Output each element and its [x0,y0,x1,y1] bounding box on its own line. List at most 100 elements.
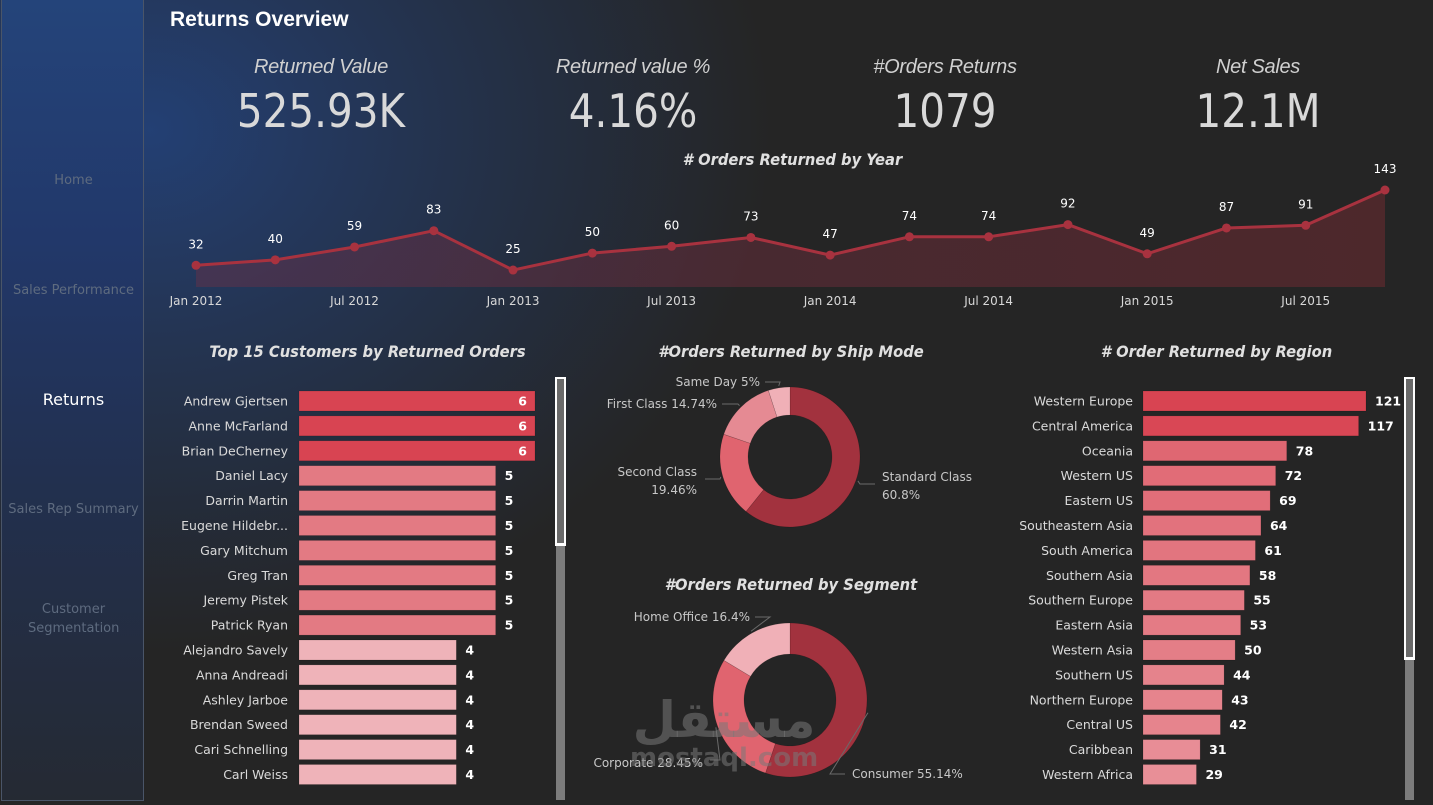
donut-slice-same-day[interactable] [767,386,791,418]
customers-value-label: 5 [505,593,514,608]
customers-bar[interactable] [298,490,496,511]
region-value-label: 121 [1375,394,1401,409]
sidebar-item-sales-rep-summary[interactable]: Sales Rep Summary [8,502,139,517]
region-bar[interactable] [1142,739,1201,760]
customers-category-label: Anna Andreadi [196,667,288,682]
donut-slice-consumer[interactable] [765,622,868,778]
sidebar-nav: Home Sales Performance Returns Sales Rep… [1,0,144,801]
region-bar[interactable] [1142,639,1236,661]
region-bar[interactable] [1142,465,1276,486]
customers-category-label: Darrin Martin [205,493,288,508]
customers-bar[interactable] [298,390,536,412]
customers-chart-title: Top 15 Customers by Returned Orders [209,342,526,361]
line-chart-data-label: 32 [188,237,203,251]
line-chart-x-tick: Jan 2012 [169,294,223,308]
customers-value-label: 5 [505,618,514,633]
line-chart-point [825,250,835,260]
customers-value-label: 4 [465,717,474,732]
region-value-label: 58 [1259,568,1276,583]
region-bar[interactable] [1142,565,1251,586]
line-chart-point [587,248,597,258]
region-value-label: 69 [1279,493,1296,508]
customers-value-label: 6 [518,394,527,409]
customers-bar-chart: Andrew Gjertsen 6 Anne McFarland 6 Brian DeC… [181,390,536,785]
kpi-label: #Orders Returns [873,56,1017,78]
customers-bar[interactable] [298,540,496,561]
region-value-label: 53 [1250,618,1267,633]
customers-bar[interactable] [298,515,496,536]
customers-bar[interactable] [298,565,496,586]
customers-bar[interactable] [298,614,496,636]
region-chart-title: # Order Returned by Region [1100,342,1333,361]
sidebar-item-sales-performance[interactable]: Sales Performance [12,283,135,298]
region-bar[interactable] [1142,440,1288,462]
customers-bar[interactable] [298,589,496,611]
donut-label: Second Class [617,465,697,479]
customers-bar[interactable] [298,664,457,686]
region-bar[interactable] [1142,490,1271,511]
region-value-label: 29 [1205,767,1222,782]
customers-bar[interactable] [298,764,457,785]
line-chart-point [746,232,756,242]
customers-bar[interactable] [298,465,496,486]
region-bar[interactable] [1142,589,1245,611]
region-value-label: 78 [1296,443,1313,458]
line-chart-data-label: 49 [1140,226,1155,240]
customers-category-label: Eugene Hildebr... [181,518,288,533]
donut-label: Standard Class [882,470,972,484]
line-chart: 32 40 59 83 25 50 60 73 47 74 74 92 49 87 91 143 Jan 201… [169,162,1397,308]
segment-donut-chart: Consumer 55.14% Corporate 28.45% Home Offi… [593,610,962,781]
donut-leader-line [829,712,869,775]
region-bar[interactable] [1142,664,1225,686]
customers-scrollbar[interactable] [555,377,566,800]
customers-bar[interactable] [298,689,457,711]
donut-leader-line [857,480,875,485]
customers-scrollbar-thumb[interactable] [555,377,566,547]
region-bar[interactable] [1142,515,1262,536]
line-chart-x-tick: Jan 2015 [1120,294,1174,308]
line-chart-point [270,255,280,265]
kpi-net-sales: Net Sales 12.1M [1128,56,1388,138]
line-chart-point [508,265,518,275]
donut-slice-first-class[interactable] [723,390,778,444]
region-bar[interactable] [1142,390,1367,412]
region-scrollbar[interactable] [1404,377,1415,800]
donut-leader-line [722,403,740,407]
customers-bar[interactable] [298,415,536,437]
region-bar[interactable] [1142,415,1359,437]
sidebar-item-returns[interactable]: Returns [42,390,105,409]
donut-slice-second-class[interactable] [719,433,765,512]
donut-slice-home-office[interactable] [723,622,791,677]
customers-category-label: Anne McFarland [188,418,288,433]
sidebar-item-home[interactable]: Home [54,173,93,188]
customers-bar[interactable] [298,739,457,760]
region-category-label: Eastern Asia [1055,618,1133,633]
page-title: Returns Overview [170,8,349,31]
donut-label: Home Office 16.4% [634,610,750,624]
region-bar[interactable] [1142,764,1197,785]
kpi-value: 12.1M [1195,84,1321,138]
region-value-label: 43 [1231,692,1248,707]
kpi-value: 4.16% [568,84,698,138]
region-bar[interactable] [1142,614,1241,636]
line-chart-data-label: 91 [1298,197,1313,211]
customers-bar[interactable] [298,714,457,735]
donut-label: 60.8% [882,488,920,502]
region-bar[interactable] [1142,540,1256,561]
line-chart-title: # Orders Returned by Year [682,150,903,169]
region-bar[interactable] [1142,689,1223,711]
customers-category-label: Alejandro Savely [183,643,288,658]
region-category-label: Western Europe [1034,394,1134,409]
customers-bar[interactable] [298,440,536,462]
kpi-returned-value-percent: Returned value % 4.16% [503,56,763,138]
donut-slice-corporate[interactable] [712,659,776,774]
ship-mode-donut-chart: Standard Class 60.8% Second Class 19.46% Fir… [607,375,972,528]
customers-bar[interactable] [298,639,457,661]
donut-slice-standard-class[interactable] [745,386,861,528]
region-value-label: 117 [1368,418,1394,433]
sidebar-item-customer-segmentation[interactable]: Customer Segmentation [28,602,120,636]
region-bar[interactable] [1142,714,1221,735]
line-chart-data-label: 47 [822,227,837,241]
region-scrollbar-thumb[interactable] [1404,377,1415,661]
